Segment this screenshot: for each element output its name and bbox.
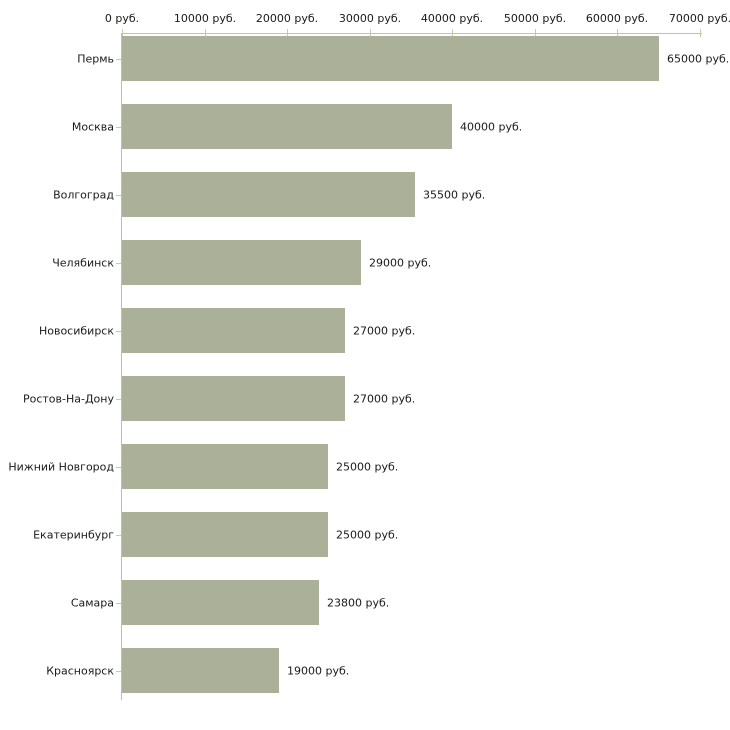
- category-tick-mark: [116, 399, 121, 400]
- category-tick-mark: [116, 467, 121, 468]
- category-label: Нижний Новгород: [8, 460, 114, 474]
- bar-4: [122, 240, 361, 285]
- bar-5: [122, 308, 345, 353]
- bar-3: [122, 172, 415, 217]
- value-label: 25000 руб.: [336, 528, 399, 542]
- x-tick-mark: [287, 29, 288, 37]
- x-tick-label: 60000 руб.: [585, 12, 649, 25]
- x-tick-label: 20000 руб.: [255, 12, 319, 25]
- value-label: 29000 руб.: [369, 256, 432, 270]
- category-label: Волгоград: [53, 188, 114, 202]
- x-tick-mark: [700, 29, 701, 37]
- x-tick-mark: [452, 29, 453, 37]
- value-label: 27000 руб.: [353, 324, 416, 338]
- category-label: Екатеринбург: [33, 528, 114, 542]
- bar-10: [122, 648, 279, 693]
- category-tick-mark: [116, 603, 121, 604]
- category-tick-mark: [116, 535, 121, 536]
- category-tick-mark: [116, 263, 121, 264]
- bar-6: [122, 376, 345, 421]
- category-label: Москва: [71, 120, 114, 134]
- x-tick-label: 40000 руб.: [420, 12, 484, 25]
- value-label: 25000 руб.: [336, 460, 399, 474]
- x-tick-label: 30000 руб.: [338, 12, 402, 25]
- bar-9: [122, 580, 319, 625]
- x-tick-mark: [370, 29, 371, 37]
- x-tick-mark: [205, 29, 206, 37]
- value-label: 65000 руб.: [667, 52, 730, 66]
- x-tick-mark: [122, 29, 123, 37]
- bar-8: [122, 512, 328, 557]
- x-tick-label: 50000 руб.: [503, 12, 567, 25]
- x-tick-label: 70000 руб.: [668, 12, 730, 25]
- category-label: Ростов-На-Дону: [22, 392, 114, 406]
- bar-7: [122, 444, 328, 489]
- value-label: 35500 руб.: [423, 188, 486, 202]
- value-label: 23800 руб.: [327, 596, 390, 610]
- value-label: 27000 руб.: [353, 392, 416, 406]
- value-label: 19000 руб.: [287, 664, 350, 678]
- category-label: Красноярск: [46, 664, 114, 678]
- category-label: Челябинск: [52, 256, 114, 270]
- category-tick-mark: [116, 671, 121, 672]
- category-tick-mark: [116, 59, 121, 60]
- x-tick-label: 10000 руб.: [173, 12, 237, 25]
- y-axis-line: [121, 33, 122, 700]
- category-label: Самара: [70, 596, 114, 610]
- category-label: Пермь: [77, 52, 114, 66]
- value-label: 40000 руб.: [460, 120, 523, 134]
- bar-1: [122, 36, 659, 81]
- category-tick-mark: [116, 195, 121, 196]
- x-tick-label: 0 руб.: [104, 12, 140, 25]
- category-label: Новосибирск: [38, 324, 114, 338]
- x-axis-line: [122, 33, 702, 34]
- x-tick-mark: [617, 29, 618, 37]
- category-tick-mark: [116, 331, 121, 332]
- bar-2: [122, 104, 452, 149]
- category-tick-mark: [116, 127, 121, 128]
- x-tick-mark: [535, 29, 536, 37]
